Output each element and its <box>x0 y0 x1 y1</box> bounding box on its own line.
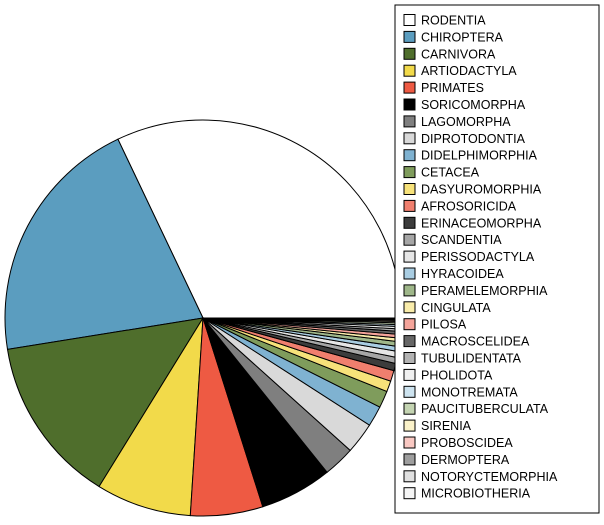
legend-label-microbiotheria: MICROBIOTHERIA <box>421 487 531 501</box>
legend-swatch-pholidota <box>403 368 416 381</box>
legend-label-rodentia: RODENTIA <box>421 14 486 28</box>
legend-label-cetacea: CETACEA <box>421 166 480 180</box>
legend-label-dasyuromorphia: DASYUROMORPHIA <box>421 183 542 197</box>
legend-label-diprotodontia: DIPROTODONTIA <box>421 132 526 146</box>
legend-swatch-cingulata <box>403 301 416 314</box>
pie-slice-rodentia <box>117 119 402 319</box>
legend-swatch-artiodactyla <box>403 64 416 77</box>
legend-label-lagomorpha: LAGOMORPHA <box>421 115 511 129</box>
legend-label-perissodactyla: PERISSODACTYLA <box>421 250 535 264</box>
legend-swatch-primates <box>403 81 416 94</box>
legend-swatch-notoryctemorphia <box>403 470 416 483</box>
legend-label-hyracoidea: HYRACOIDEA <box>421 267 504 281</box>
legend-label-erinaceomorpha: ERINACEOMORPHA <box>421 216 542 230</box>
legend-label-pholidota: PHOLIDOTA <box>421 368 493 382</box>
legend-swatch-scandentia <box>403 233 416 246</box>
legend-swatch-hyracoidea <box>403 267 416 280</box>
pie-slice-chiroptera <box>4 138 204 350</box>
pie-slices <box>4 119 402 517</box>
legend-box <box>394 4 600 514</box>
legend-swatch-erinaceomorpha <box>403 216 416 229</box>
pie-slice-artiodactyla <box>98 317 204 517</box>
legend-label-scandentia: SCANDENTIA <box>421 233 502 247</box>
legend-label-notoryctemorphia: NOTORYCTEMORPHIA <box>421 470 558 484</box>
legend-label-tubulidentata: TUBULIDENTATA <box>421 352 522 366</box>
legend-swatch-tubulidentata <box>403 352 416 364</box>
legend-swatch-microbiotheria <box>403 487 416 500</box>
legend-swatch-proboscidea <box>403 436 416 449</box>
legend-swatch-chiroptera <box>403 30 416 43</box>
pie-slice-microbiotheria <box>202 317 402 320</box>
legend-swatch-peramelemorphia <box>403 284 416 297</box>
legend-swatch-cetacea <box>403 166 416 179</box>
pie-slice-carnivora <box>6 317 204 488</box>
legend-swatch-dasyuromorphia <box>403 183 416 195</box>
legend-swatch-paucituberculata <box>403 402 416 415</box>
legend-swatch-perissodactyla <box>403 250 416 263</box>
legend-swatch-afrosoricida <box>403 199 416 212</box>
legend-swatch-monotremata <box>403 385 416 398</box>
legend-label-cingulata: CINGULATA <box>421 301 491 315</box>
legend-swatch-rodentia <box>403 14 416 26</box>
legend-swatch-didelphimorphia <box>403 149 416 162</box>
legend-swatch-diprotodontia <box>403 132 416 145</box>
legend-swatch-lagomorpha <box>403 115 416 128</box>
legend-label-dermoptera: DERMOPTERA <box>421 453 510 467</box>
legend-label-macroscelidea: MACROSCELIDEA <box>421 335 530 349</box>
legend: RODENTIA CHIROPTERA CARNIVORA ARTIODACTYLA P… <box>394 4 600 514</box>
legend-label-carnivora: CARNIVORA <box>421 47 496 61</box>
legend-label-soricomorpha: SORICOMORPHA <box>421 98 526 112</box>
legend-label-peramelemorphia: PERAMELEMORPHIA <box>421 284 548 298</box>
legend-swatch-pilosa <box>403 318 416 331</box>
legend-swatch-soricomorpha <box>403 98 416 111</box>
legend-swatch-sirenia <box>403 419 416 432</box>
legend-label-monotremata: MONOTREMATA <box>421 385 518 399</box>
legend-swatch-macroscelidea <box>403 335 416 348</box>
legend-label-didelphimorphia: DIDELPHIMORPHIA <box>421 149 538 163</box>
legend-swatch-dermoptera <box>403 453 416 466</box>
legend-label-sirenia: SIRENIA <box>421 419 472 433</box>
legend-label-artiodactyla: ARTIODACTYLA <box>421 64 517 78</box>
legend-label-chiroptera: CHIROPTERA <box>421 30 504 44</box>
legend-label-paucituberculata: PAUCITUBERCULATA <box>421 402 549 416</box>
legend-label-proboscidea: PROBOSCIDEA <box>421 436 513 450</box>
legend-swatch-carnivora <box>403 47 416 60</box>
legend-label-afrosoricida: AFROSORICIDA <box>421 199 517 213</box>
legend-label-primates: PRIMATES <box>421 81 484 95</box>
legend-label-pilosa: PILOSA <box>421 318 467 332</box>
